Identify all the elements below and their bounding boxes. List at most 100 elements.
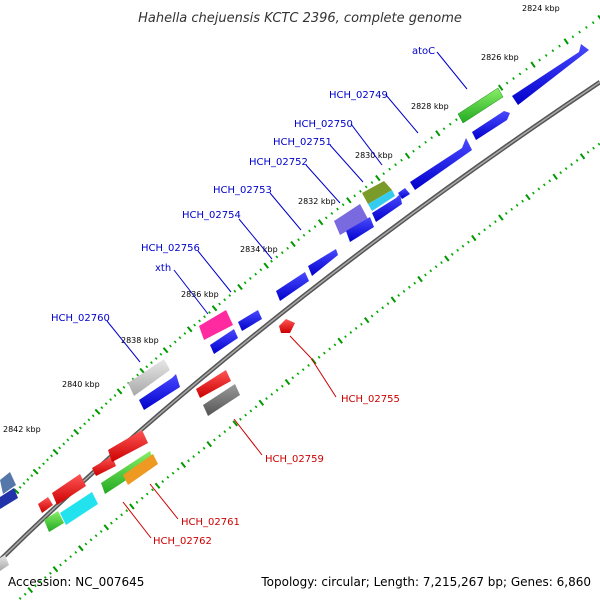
tick-minor — [218, 434, 222, 438]
gene-label[interactable]: HCH_02761 — [181, 517, 240, 528]
gene-label[interactable]: HCH_02752 — [249, 157, 308, 168]
gene-xth[interactable] — [238, 310, 262, 331]
gene-reverse[interactable] — [0, 555, 9, 571]
tick-minor — [442, 127, 446, 131]
tick-minor — [22, 482, 26, 485]
tick-minor — [218, 302, 221, 306]
gene-label[interactable]: HCH_02760 — [51, 313, 110, 324]
gene-HCH_02752-top[interactable] — [362, 181, 392, 204]
tick-minor — [275, 255, 279, 259]
tick-minor — [176, 467, 180, 471]
tick-major — [417, 275, 423, 283]
gene-reverse[interactable] — [44, 511, 64, 532]
gene-label[interactable]: HCH_02756 — [141, 243, 200, 254]
gene-reverse[interactable] — [92, 456, 116, 476]
leader-HCH_02754 — [238, 218, 273, 260]
gene-HCH_02754[interactable] — [346, 217, 374, 242]
tick-minor — [166, 475, 170, 479]
tick-major — [404, 152, 411, 159]
tick-major — [530, 61, 536, 68]
tick-major — [390, 296, 397, 303]
gene-HCH_02749[interactable] — [472, 111, 510, 140]
gene-HCH_02760[interactable] — [199, 310, 233, 340]
tick-major — [435, 130, 441, 137]
gene-forward[interactable] — [512, 44, 589, 105]
scale-label: 2824 kbp — [522, 4, 560, 13]
gene-HCH_02756[interactable] — [276, 272, 309, 301]
leader-HCH_02762 — [122, 501, 152, 539]
gene-forward[interactable] — [128, 359, 170, 396]
tick-minor — [265, 397, 268, 400]
gene-HCH_02752-bottom[interactable] — [368, 190, 395, 211]
tick-minor — [448, 122, 452, 126]
tick-minor — [38, 466, 41, 470]
tick-minor — [203, 315, 206, 319]
gene-forward[interactable] — [308, 249, 338, 276]
gene-label[interactable]: atoC — [412, 46, 435, 57]
gene-HCH_02751[interactable] — [398, 188, 410, 199]
tick-minor — [477, 232, 481, 236]
gene-HCH_02755[interactable] — [279, 319, 295, 333]
gene-reverse[interactable] — [52, 474, 86, 505]
tick-minor — [46, 458, 49, 462]
gene-label[interactable]: HCH_02749 — [329, 90, 388, 101]
tick-major — [162, 347, 169, 354]
gene-reverse[interactable] — [108, 430, 148, 462]
gene-forward[interactable] — [0, 488, 18, 509]
tick-major — [284, 378, 291, 386]
tick-minor — [280, 384, 284, 388]
gene-label[interactable]: HCH_02753 — [213, 185, 272, 196]
tick-minor — [359, 189, 362, 193]
tick-minor — [333, 343, 337, 347]
tick-minor — [375, 310, 379, 314]
outer-tick-ring — [0, 14, 600, 509]
tick-minor — [145, 365, 149, 369]
tick-minor — [592, 146, 595, 150]
tick-minor — [571, 35, 575, 39]
tick-minor — [544, 53, 548, 57]
tick-minor — [330, 212, 334, 215]
tick-major — [497, 84, 504, 91]
gene-HCH_02762[interactable] — [123, 454, 158, 485]
gene-label[interactable]: HCH_02754 — [182, 210, 241, 221]
gene-forward[interactable] — [139, 374, 180, 410]
gene-label[interactable]: HCH_02762 — [153, 536, 212, 547]
tick-minor — [353, 194, 357, 198]
tick-minor — [518, 72, 522, 76]
tick-minor — [254, 405, 258, 409]
gene-atoC[interactable] — [457, 87, 504, 124]
gene-label[interactable]: HCH_02751 — [273, 137, 332, 148]
gene-label[interactable]: HCH_02755 — [341, 394, 400, 405]
gene-HCH_02750[interactable] — [410, 138, 472, 190]
gene-forward[interactable] — [210, 329, 238, 354]
gene-reverse[interactable] — [60, 492, 98, 525]
tick-minor — [213, 438, 216, 442]
tick-minor — [202, 446, 206, 450]
gene-label[interactable]: HCH_02750 — [294, 119, 353, 130]
tick-minor — [317, 355, 321, 359]
gene-label[interactable]: HCH_02759 — [265, 454, 324, 465]
tick-minor — [504, 212, 508, 215]
tick-minor — [525, 67, 528, 71]
gene-forward[interactable] — [372, 194, 402, 222]
tick-major — [206, 440, 212, 448]
tick-minor — [83, 422, 87, 426]
leader-HCH_02749 — [385, 94, 419, 134]
gene-label[interactable]: xth — [155, 263, 171, 274]
gene-reverse[interactable] — [203, 384, 240, 416]
tick-minor — [440, 261, 443, 265]
genome-summary: Topology: circular; Length: 7,215,267 bp… — [260, 575, 591, 589]
scale-label: 2830 kbp — [355, 151, 393, 160]
scale-label: 2842 kbp — [3, 425, 41, 434]
gene-HCH_02759[interactable] — [196, 370, 231, 398]
tick-minor — [208, 311, 211, 314]
gene-reverse[interactable] — [38, 497, 53, 513]
tick-minor — [344, 335, 347, 338]
tick-minor — [308, 229, 311, 233]
gene-forward[interactable] — [0, 472, 16, 494]
tick-minor — [324, 216, 328, 220]
gene-HCH_02753[interactable] — [334, 204, 368, 235]
tick-minor — [461, 244, 465, 248]
leader-atoC — [436, 51, 468, 90]
